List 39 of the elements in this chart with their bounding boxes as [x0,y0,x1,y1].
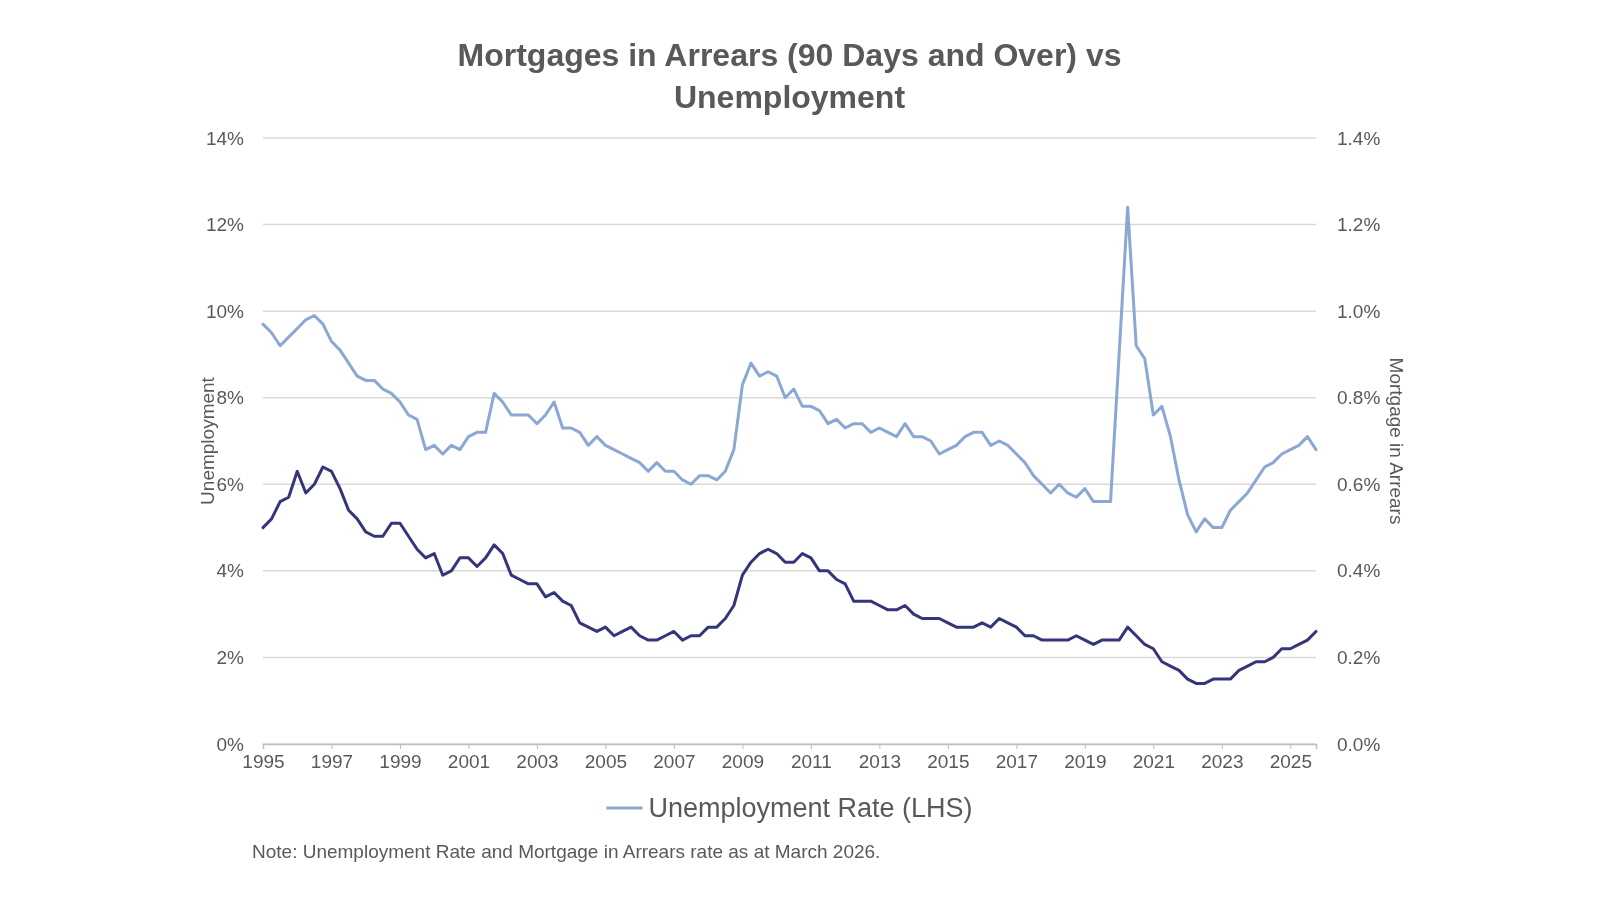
legend-label: Unemployment Rate (LHS) [648,793,973,824]
chart-title: Mortgages in Arrears (90 Days and Over) vs Unemployment [457,37,1122,115]
y-tick-label: 12% [205,214,245,236]
x-tick-label: 2021 [1132,751,1175,773]
x-tick-label: 2007 [653,751,696,773]
y2-tick-label: 0.8% [1337,387,1381,409]
x-tick-label: 2003 [516,751,559,773]
x-tick-label: 2001 [447,751,491,773]
text: Note: Unemployment Rate and Mortgage in Arrears rate as at March 2026. [252,841,881,862]
x-tick-label: 2011 [790,751,832,773]
x-tick-label: 1995 [242,751,285,773]
y-tick-label: 4% [216,560,245,582]
x-tick-label: 2005 [584,751,628,773]
y2-tick-label: 1.0% [1337,300,1381,322]
line-series [261,205,1318,534]
y2-tick-label: 1.2% [1337,214,1381,236]
y2-tick-label: 1.4% [1337,127,1381,149]
y2-axis-title: Mortgage in Arrears [1386,357,1407,525]
y2-tick-label: 0.4% [1337,560,1381,582]
x-tick-label: 2023 [1201,751,1244,773]
y-axis-title: Unemployment [197,376,218,505]
x-tick-label: 2009 [721,751,765,773]
y-tick-label: 10% [205,300,245,322]
x-tick-label: 1997 [310,751,354,773]
line-series [261,465,1318,685]
x-tick-label: 2017 [995,751,1039,773]
y-tick-label: 6% [216,473,245,495]
x-tick-label: 2025 [1269,751,1312,773]
y2-tick-label: 0.6% [1337,473,1381,495]
y-tick-label: 8% [216,387,245,409]
y-tick-label: 2% [216,647,245,669]
y-tick-label: 14% [205,127,245,149]
x-tick-label: 2013 [858,751,902,773]
x-tick-label: 2019 [1064,751,1107,773]
x-tick-label: 2015 [927,751,970,773]
y2-tick-label: 0.0% [1337,733,1381,755]
y2-tick-label: 0.2% [1337,647,1381,669]
y-tick-label: 0% [216,733,245,755]
x-tick-label: 1999 [379,751,422,773]
